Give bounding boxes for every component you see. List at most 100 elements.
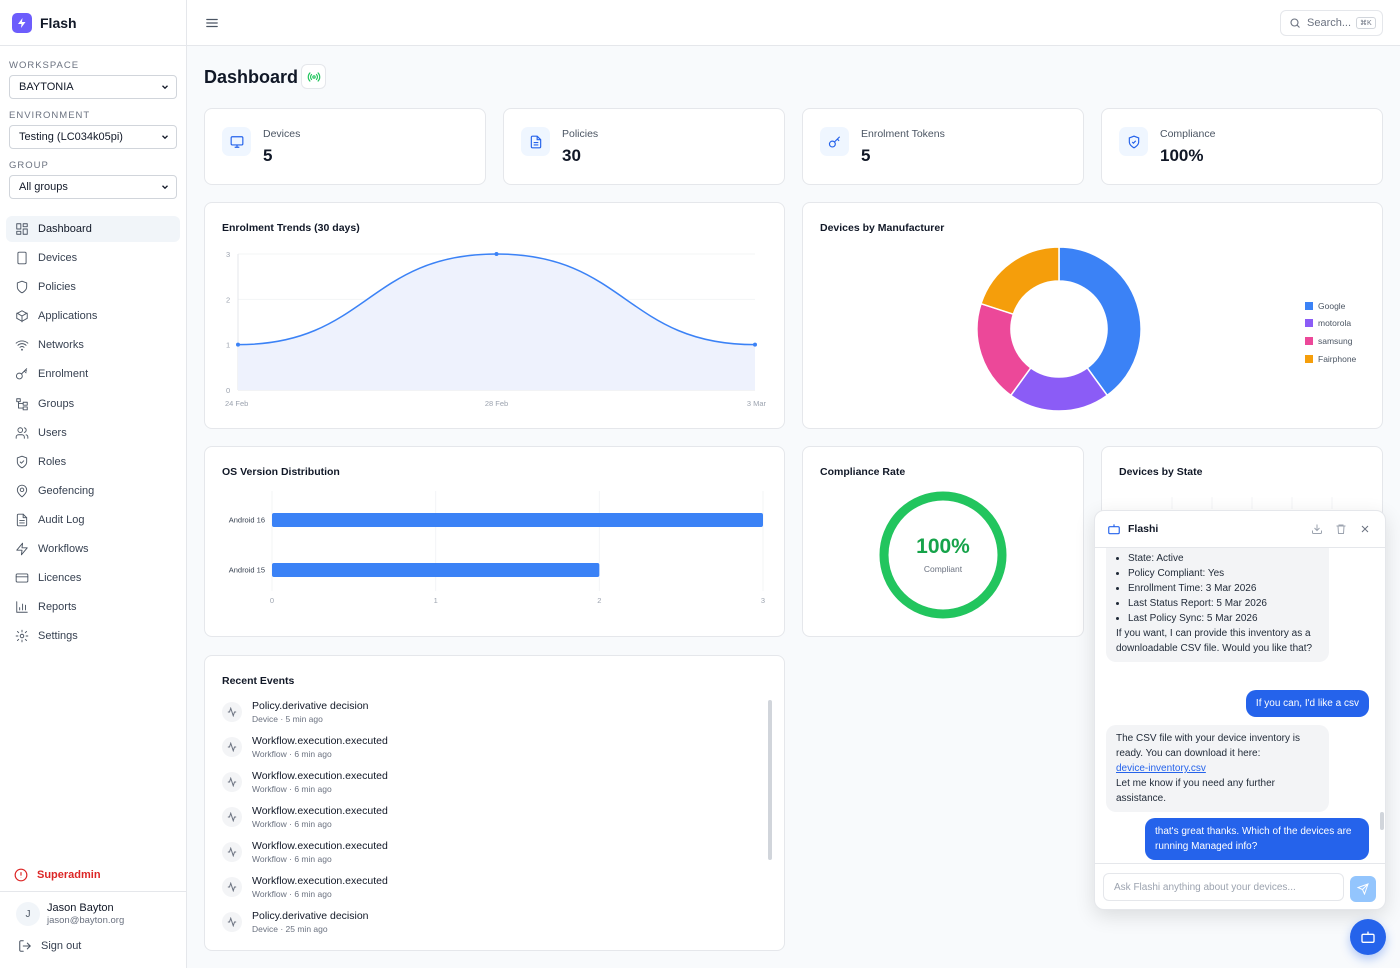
close-icon[interactable] xyxy=(1359,523,1371,535)
x-tick-label: 0 xyxy=(270,596,274,605)
sidebar-item-settings[interactable]: Settings xyxy=(6,623,180,649)
sidebar-item-enrolment[interactable]: Enrolment xyxy=(6,361,180,387)
event-item[interactable]: Policy.derivative decision Device · 25 mi… xyxy=(222,910,369,934)
sidebar-nav: Dashboard Devices Policies Applications … xyxy=(6,216,180,652)
event-item[interactable]: Workflow.execution.executed Workflow · 6 … xyxy=(222,770,388,794)
bar[interactable] xyxy=(272,563,600,577)
event-meta: Workflow · 6 min ago xyxy=(252,854,332,864)
area-fill xyxy=(238,254,755,390)
x-tick-label: 2 xyxy=(597,596,601,605)
chat-scrollbar[interactable] xyxy=(1380,812,1384,830)
sidebar-item-roles[interactable]: Roles xyxy=(6,449,180,475)
card-title: Recent Events xyxy=(222,675,295,687)
workspace-select[interactable]: BAYTONIA xyxy=(9,75,177,99)
event-item[interactable]: Workflow.execution.executed Workflow · 6 … xyxy=(222,735,388,759)
sidebar-item-licences[interactable]: Licences xyxy=(6,565,180,591)
sidebar-item-devices[interactable]: Devices xyxy=(6,245,180,271)
y-tick-label: 3 xyxy=(226,250,230,259)
user-profile[interactable]: J Jason Bayton jason@bayton.org xyxy=(16,902,124,926)
device-detail-item: Policy Compliant: Yes xyxy=(1128,566,1319,581)
event-meta: Workflow · 6 min ago xyxy=(252,819,332,829)
sign-out-label: Sign out xyxy=(41,940,82,952)
sidebar-item-geofencing[interactable]: Geofencing xyxy=(6,478,180,504)
activity-icon xyxy=(222,772,242,792)
activity-icon xyxy=(222,912,242,932)
legend-label: Google xyxy=(1318,300,1346,311)
group-select[interactable]: All groups xyxy=(9,175,177,199)
data-point[interactable] xyxy=(753,342,757,347)
event-meta: Device · 5 min ago xyxy=(252,714,323,724)
sidebar-item-networks[interactable]: Networks xyxy=(6,332,180,358)
sidebar-item-label: Licences xyxy=(38,572,82,585)
os-version-chart: 0 1 2 3 Android 16 Android 15 xyxy=(229,491,765,605)
brand[interactable]: Flash xyxy=(0,0,186,46)
monitor-icon xyxy=(222,127,251,156)
stat-card-compliance[interactable]: Compliance 100% xyxy=(1101,108,1383,185)
stat-card-policies[interactable]: Policies 30 xyxy=(503,108,785,185)
activity-icon xyxy=(222,877,242,897)
sidebar-item-policies[interactable]: Policies xyxy=(6,274,180,300)
chat-message-text: If you want, I can provide this inventor… xyxy=(1116,628,1313,654)
divider xyxy=(0,891,186,892)
stat-card-devices[interactable]: Devices 5 xyxy=(204,108,486,185)
legend-swatch xyxy=(1305,354,1313,363)
legend-item[interactable]: samsung xyxy=(1305,332,1356,350)
manufacturer-chart xyxy=(976,246,1142,412)
sidebar-item-reports[interactable]: Reports xyxy=(6,594,180,620)
chat-toggle-button[interactable] xyxy=(1350,919,1386,955)
chat-input-placeholder: Ask Flashi anything about your devices..… xyxy=(1114,881,1296,893)
wifi-icon xyxy=(15,340,29,351)
state-chart-grid xyxy=(1171,497,1333,509)
event-title: Workflow.execution.executed xyxy=(252,805,388,817)
sign-out-button[interactable]: Sign out xyxy=(18,939,81,953)
sidebar-item-audit-log[interactable]: Audit Log xyxy=(6,507,180,533)
event-item[interactable]: Workflow.execution.executed Workflow · 6 … xyxy=(222,805,388,829)
sidebar-item-dashboard[interactable]: Dashboard xyxy=(6,216,180,242)
event-item[interactable]: Workflow.execution.executed Workflow · 6 … xyxy=(222,840,388,864)
event-item[interactable]: Workflow.execution.executed Workflow · 6 … xyxy=(222,875,388,899)
sidebar-item-applications[interactable]: Applications xyxy=(6,303,180,329)
y-tick-label: 2 xyxy=(226,295,230,304)
send-button[interactable] xyxy=(1350,876,1376,902)
chat-header: Flashi xyxy=(1095,511,1385,548)
sidebar-item-users[interactable]: Users xyxy=(6,420,180,446)
sidebar-item-label: Roles xyxy=(38,455,67,468)
search-input[interactable]: Search... ⌘K xyxy=(1280,10,1383,36)
x-tick-label: 3 Mar xyxy=(747,399,767,408)
manufacturer-card: Devices by Manufacturer Google motorola sa… xyxy=(802,202,1383,429)
csv-download-link[interactable]: device-inventory.csv xyxy=(1116,763,1206,774)
enrolment-trends-chart: 0 1 2 3 24 Feb 28 Feb 3 Mar xyxy=(225,250,767,408)
bar[interactable] xyxy=(272,513,763,527)
legend-item[interactable]: motorola xyxy=(1305,315,1356,333)
event-title: Workflow.execution.executed xyxy=(252,735,388,747)
environment-select[interactable]: Testing (LC034k05pi) xyxy=(9,125,177,149)
pie-slice[interactable] xyxy=(1058,246,1142,397)
event-title: Workflow.execution.executed xyxy=(252,840,388,852)
event-item[interactable]: Policy.derivative decision Device · 5 min… xyxy=(222,700,369,724)
user-email: jason@bayton.org xyxy=(47,915,125,926)
events-scrollbar[interactable] xyxy=(768,700,772,860)
bot-icon xyxy=(1361,931,1375,943)
data-point[interactable] xyxy=(236,342,240,347)
legend-label: Fairphone xyxy=(1318,353,1357,364)
trash-icon[interactable] xyxy=(1335,523,1347,535)
device-details-list: State: ActivePolicy Compliant: YesEnroll… xyxy=(1116,551,1319,626)
download-icon[interactable] xyxy=(1311,523,1323,535)
chat-message-bot: State: ActivePolicy Compliant: YesEnroll… xyxy=(1106,548,1329,662)
sidebar-item-groups[interactable]: Groups xyxy=(6,391,180,417)
sidebar-item-workflows[interactable]: Workflows xyxy=(6,536,180,562)
sidebar-item-label: Applications xyxy=(38,310,98,323)
menu-toggle-button[interactable] xyxy=(205,16,219,33)
key-icon xyxy=(820,127,849,156)
hierarchy-icon xyxy=(16,397,28,410)
chevron-down-icon xyxy=(162,85,168,90)
legend-item[interactable]: Google xyxy=(1305,297,1356,315)
data-point[interactable] xyxy=(494,252,499,256)
alert-circle-icon xyxy=(14,868,28,882)
stat-value: 5 xyxy=(263,146,273,165)
pie-slice[interactable] xyxy=(980,246,1060,316)
chat-input[interactable]: Ask Flashi anything about your devices..… xyxy=(1103,873,1344,901)
legend-item[interactable]: Fairphone xyxy=(1305,350,1356,368)
x-tick-label: 28 Feb xyxy=(485,399,508,408)
stat-card-enrolment-tokens[interactable]: Enrolment Tokens 5 xyxy=(802,108,1084,185)
